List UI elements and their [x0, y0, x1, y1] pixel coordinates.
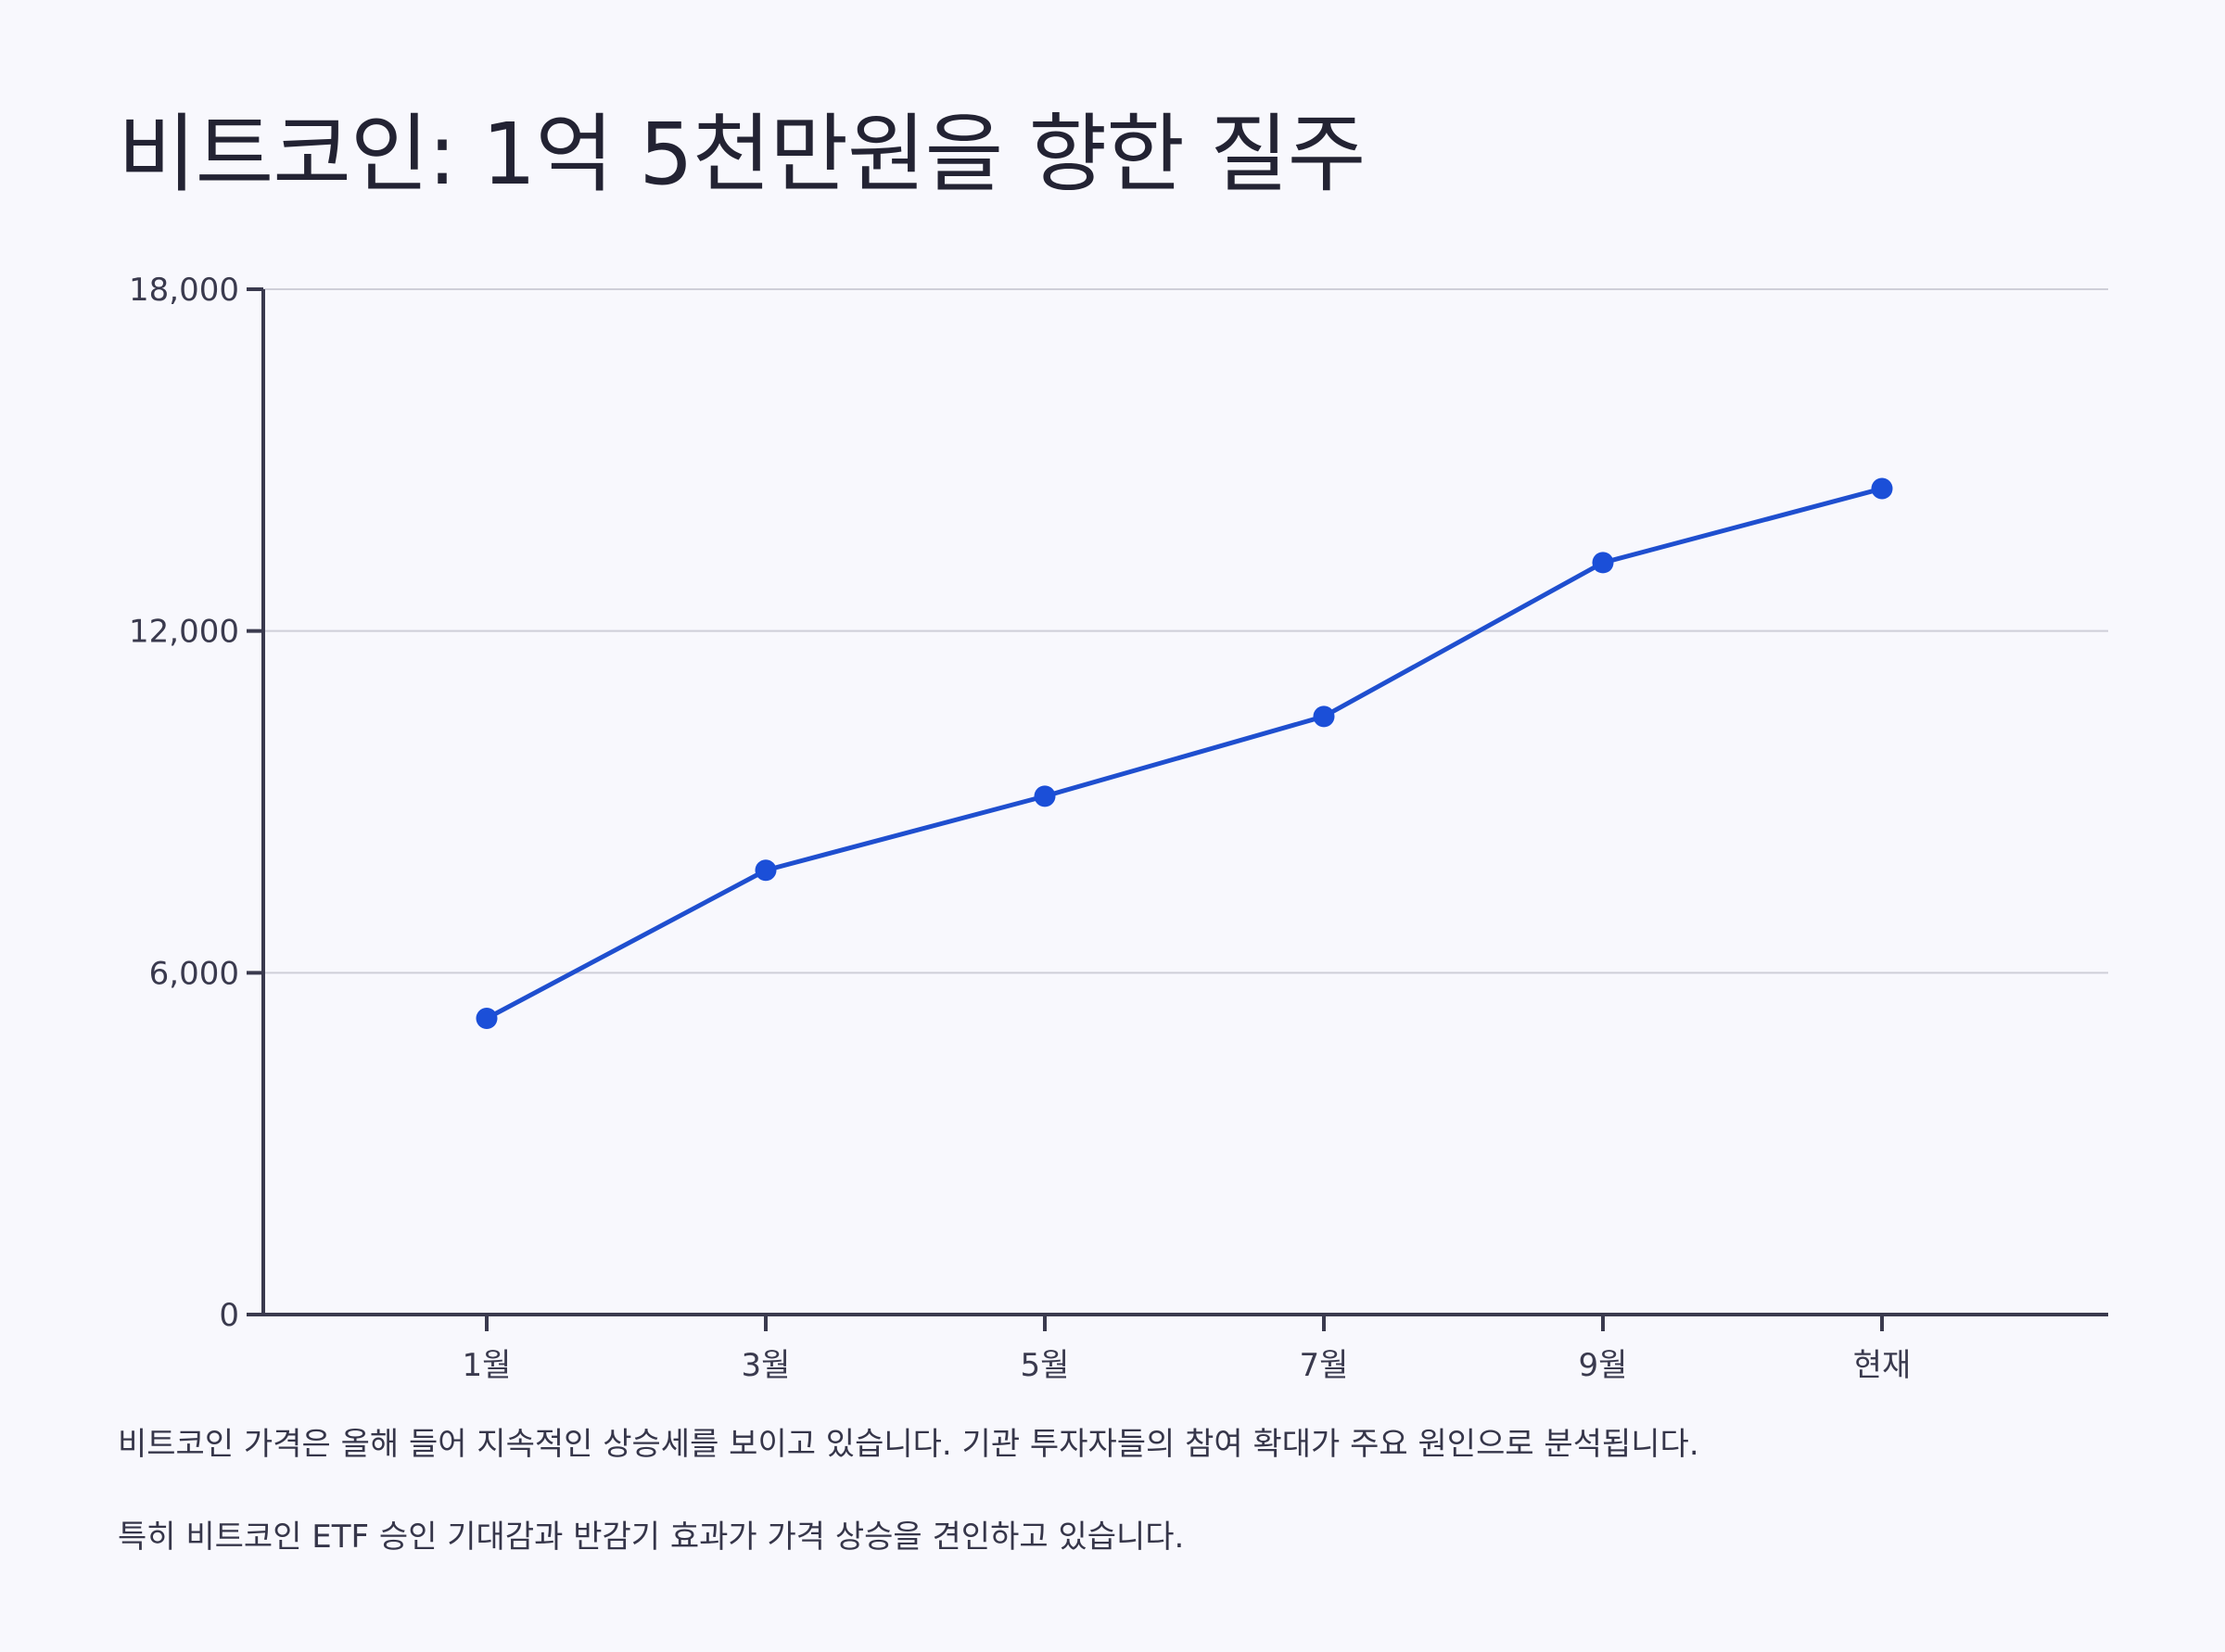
axes — [261, 289, 2108, 1316]
grid-lines — [263, 288, 2108, 974]
caption-2: 특히 비트코인 ETF 승인 기대감과 반감기 효과가 가격 상승을 견인하고 … — [118, 1519, 1185, 1556]
data-point-5 — [1871, 477, 1893, 500]
y-tick-label-2: 12,000 — [129, 614, 239, 651]
y-tick-label-0: 0 — [219, 1297, 239, 1334]
data-point-4 — [1592, 552, 1614, 574]
series-bitcoin-price — [476, 477, 1893, 1029]
x-tick-label-0: 1월 — [463, 1347, 512, 1384]
x-tick-label-5: 현재 — [1853, 1347, 1912, 1384]
y-tick-label-3: 18,000 — [129, 272, 239, 309]
x-tick-label-3: 7월 — [1300, 1347, 1349, 1384]
x-tick-label-1: 3월 — [742, 1347, 791, 1384]
data-point-2 — [1034, 785, 1056, 807]
caption-1: 비트코인 가격은 올해 들어 지속적인 상승세를 보이고 있습니다. 기관 투자… — [118, 1426, 1699, 1463]
y-axis-ticks: 0 6,000 12,000 18,000 — [129, 272, 263, 1334]
x-tick-label-4: 9월 — [1579, 1347, 1628, 1384]
x-tick-label-2: 5월 — [1021, 1347, 1070, 1384]
data-point-3 — [1313, 705, 1335, 728]
series-line — [484, 486, 1885, 1021]
page-title: 비트코인: 1억 5천만원을 향한 질주 — [118, 105, 1366, 204]
data-point-1 — [755, 859, 777, 882]
price-line-chart: 0 6,000 12,000 18,000 1월 3월 5월 7월 9월 현재 — [129, 272, 2108, 1384]
x-axis-ticks: 1월 3월 5월 7월 9월 현재 — [463, 1315, 1912, 1384]
data-point-0 — [476, 1007, 498, 1029]
y-tick-label-1: 6,000 — [149, 955, 239, 992]
